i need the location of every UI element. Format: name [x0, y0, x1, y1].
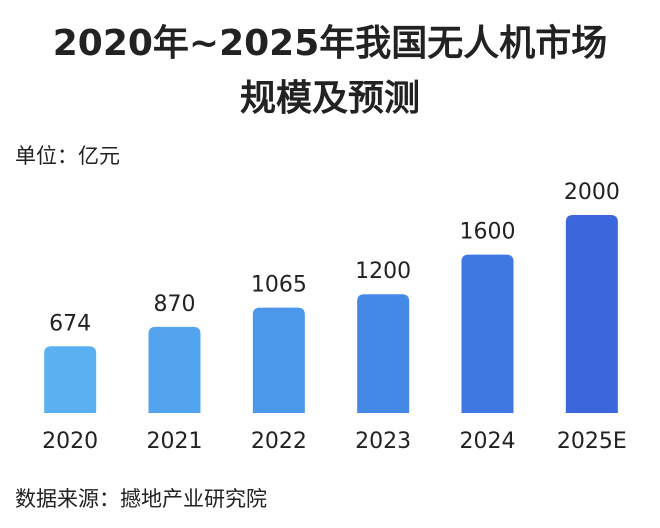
x-tick-label: 2024 — [460, 429, 516, 454]
value-label: 1600 — [460, 220, 516, 245]
chart-title: 规模及预测 — [240, 78, 420, 119]
x-tick-label: 2025E — [557, 429, 627, 454]
x-tick-label: 2021 — [147, 429, 203, 454]
bar — [461, 254, 514, 413]
bar — [44, 346, 97, 413]
chart-title: 2020年~2025年我国无人机市场 — [53, 23, 608, 64]
bar — [357, 294, 410, 413]
bar — [252, 307, 305, 413]
value-label: 870 — [154, 292, 196, 317]
x-tick-label: 2023 — [355, 429, 411, 454]
value-label: 674 — [49, 311, 91, 336]
value-label: 2000 — [564, 180, 620, 205]
x-tick-label: 2020 — [42, 429, 98, 454]
x-tick-label: 2022 — [251, 429, 307, 454]
value-label: 1065 — [251, 273, 307, 298]
bar — [148, 326, 201, 413]
unit-label: 单位：亿元 — [15, 144, 120, 168]
bar — [565, 215, 618, 413]
source-label: 数据来源：撼地产业研究院 — [15, 487, 267, 511]
value-label: 1200 — [355, 259, 411, 284]
